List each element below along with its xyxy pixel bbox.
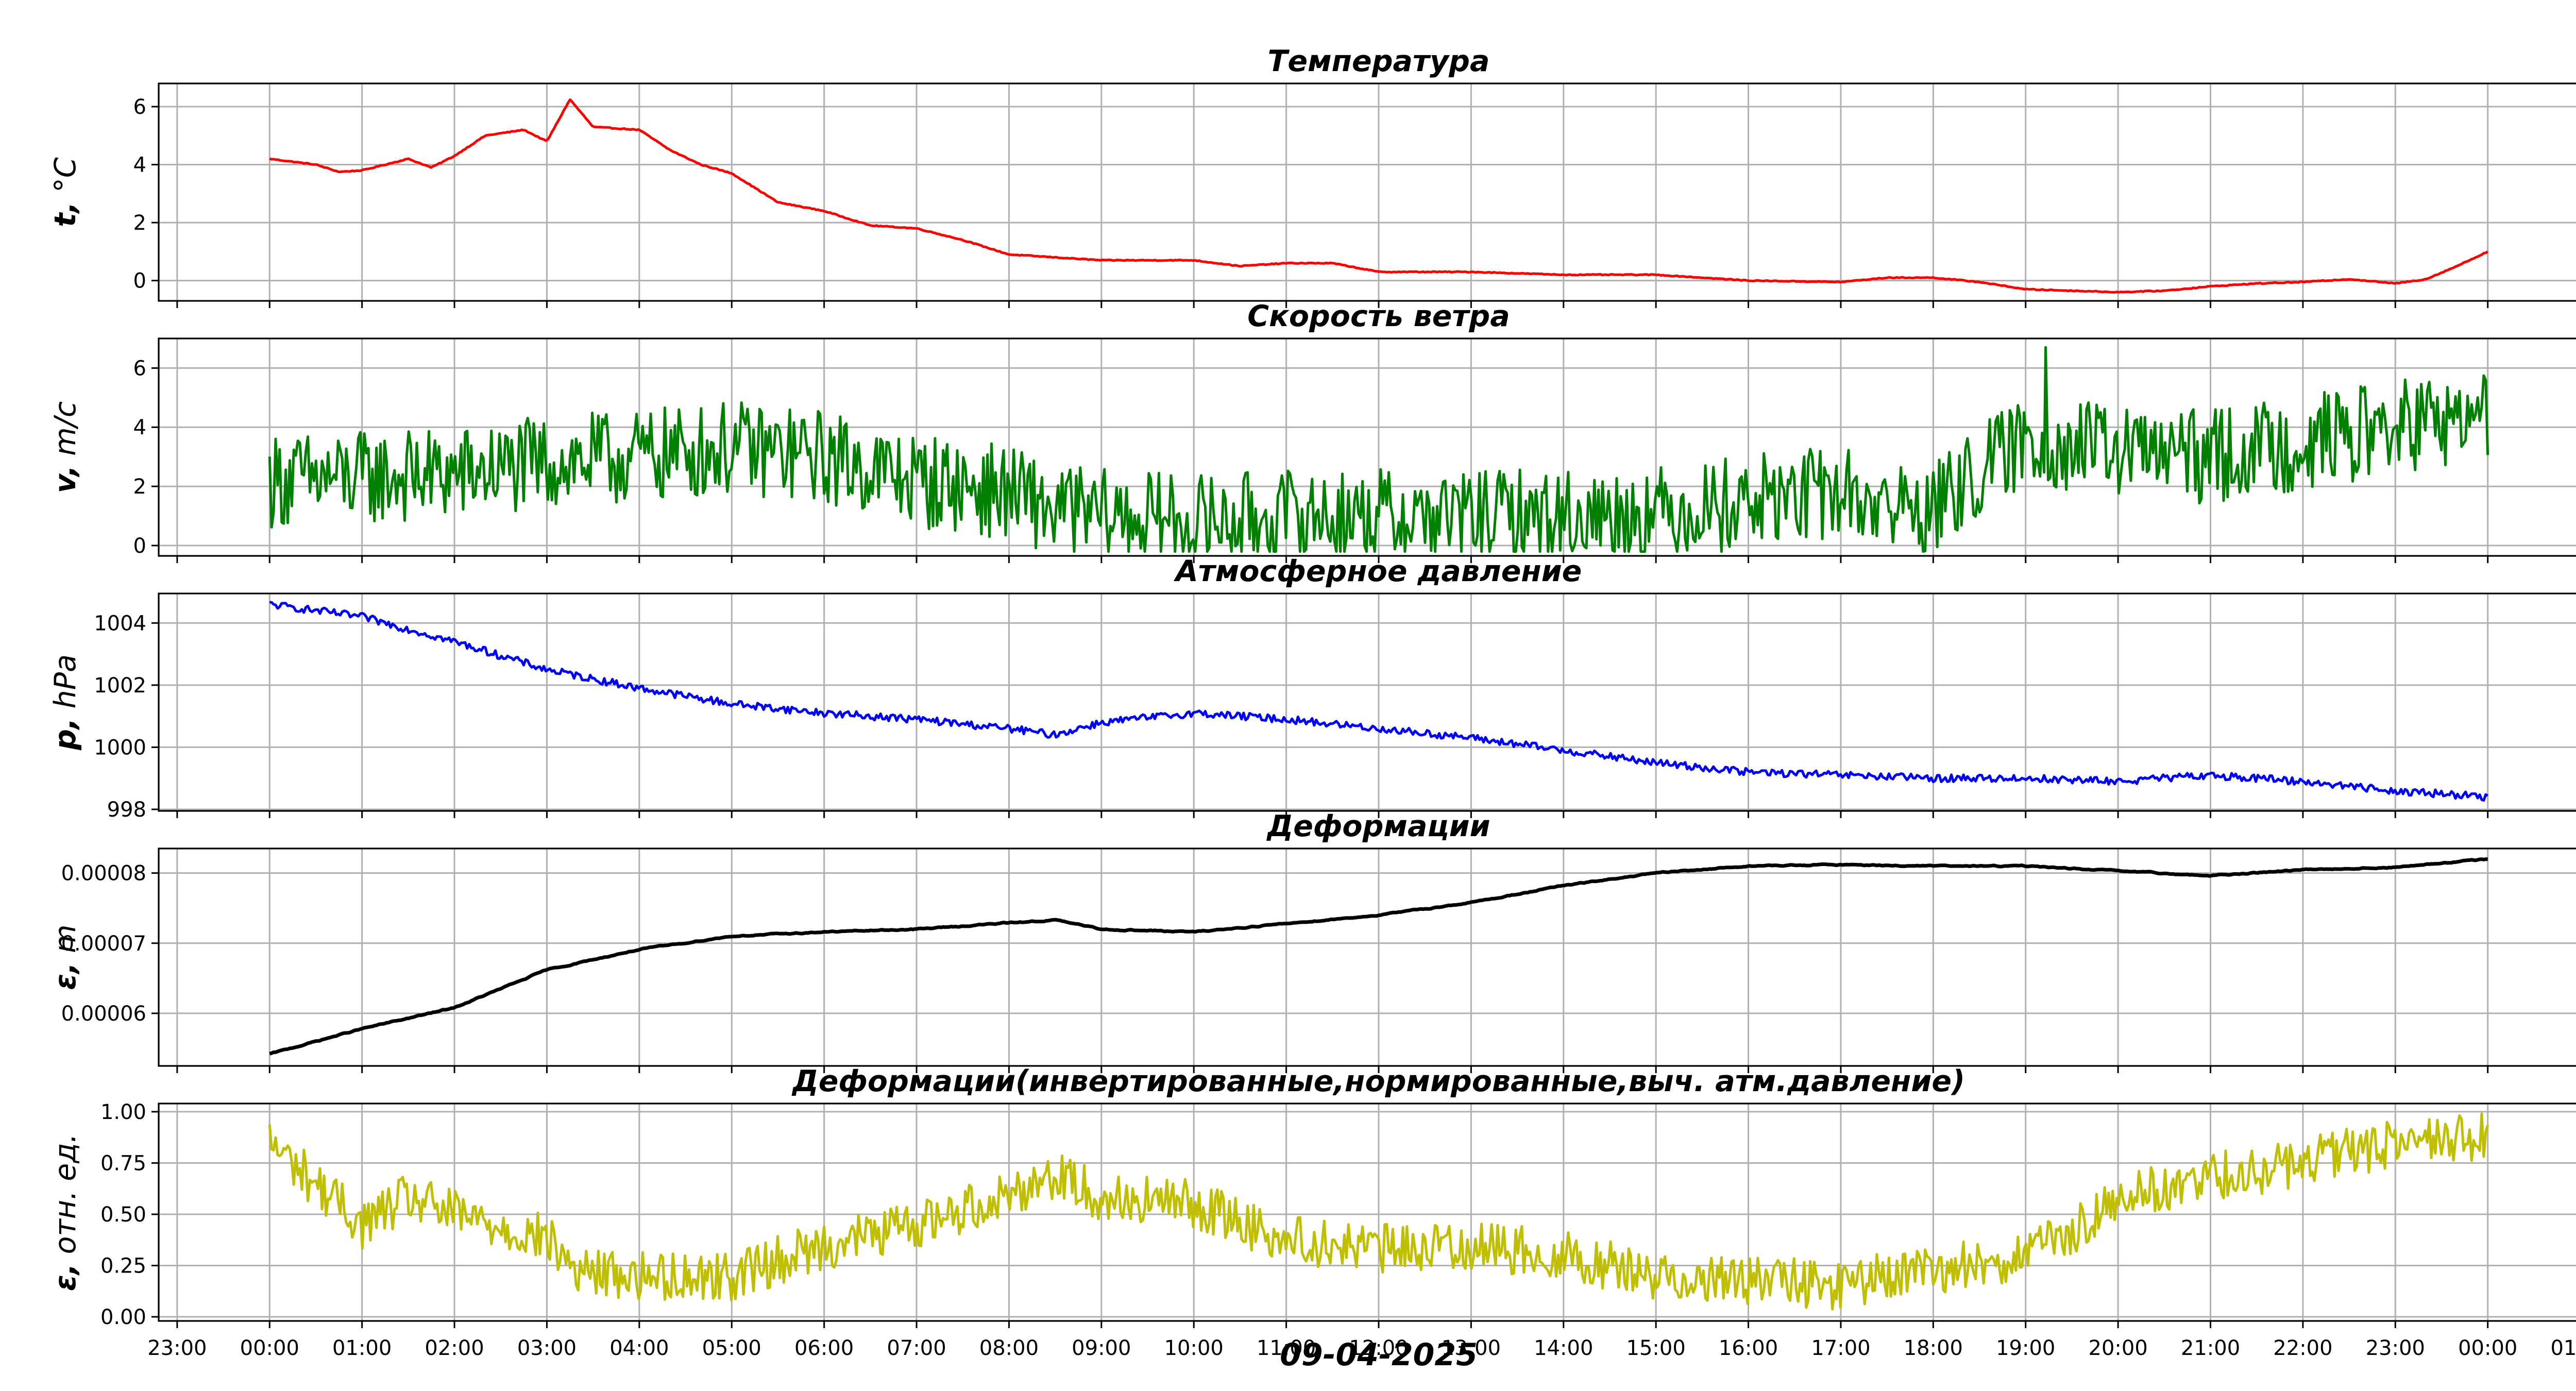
y-tick-label: 0.00007: [61, 932, 146, 956]
plot-frame: [158, 847, 2576, 1067]
panel-4: 0.00006 0.00007 0.00008 Деформации ε, m: [48, 809, 2576, 1073]
y-axis-label: v, m/c: [48, 401, 82, 493]
panel-5: 0.00 0.25 0.50 0.75 1.00 Деформации(инвертиро…: [48, 1064, 2576, 1360]
x-tick-label: 00:00: [240, 1336, 299, 1360]
y-tick-label: 4: [133, 154, 146, 177]
y-axis-label-unit: hPa: [48, 654, 82, 718]
panel-title: Атмосферное давление: [1174, 554, 1582, 588]
y-tick-label: 0.75: [100, 1151, 146, 1175]
y-tick-label: 1002: [94, 674, 146, 698]
y-axis-label-unit: отн. ед.: [48, 1133, 82, 1263]
y-tick-label: 2: [133, 211, 146, 235]
x-tick-label: 18:00: [1904, 1336, 1963, 1360]
x-tick-label: 23:00: [147, 1336, 207, 1360]
y-tick-label: 0: [133, 269, 146, 293]
y-axis-label: ε, отн. ед.: [48, 1133, 82, 1291]
x-tick-label: 19:00: [1996, 1336, 2055, 1360]
panel-2: 0 2 4 6 Скорость ветра v, m/c: [48, 299, 2576, 563]
x-tick-label: 20:00: [2089, 1336, 2148, 1360]
y-tick-label: 6: [133, 357, 146, 380]
y-axis-label-unit: m/c: [48, 401, 82, 465]
panel-title: Деформации(инвертированные,нормированные…: [791, 1064, 1965, 1098]
y-axis-label-symbol: t,: [48, 202, 82, 227]
x-tick-label: 17:00: [1811, 1336, 1870, 1360]
series-line: [269, 98, 2489, 294]
y-tick-label: 1004: [94, 612, 146, 635]
plot-frame: [158, 592, 2576, 812]
x-tick-label: 07:00: [887, 1336, 946, 1360]
x-tick-label: 04:00: [609, 1336, 669, 1360]
series-line: [268, 1112, 2489, 1311]
x-tick-label: 03:00: [517, 1336, 577, 1360]
y-tick-label: 998: [107, 798, 146, 822]
panels-group: 0 2 4 6 Температура t, °C 0 2 4 6 Скорость ветра v,…: [48, 44, 2576, 1360]
x-tick-label: 08:00: [979, 1336, 1039, 1360]
x-tick-label: 12:00: [1349, 1336, 1408, 1360]
y-tick-label: 6: [133, 95, 146, 119]
y-tick-label: 0.00006: [61, 1002, 146, 1026]
series-line: [269, 601, 2489, 802]
y-axis-label: t, °C: [48, 157, 82, 227]
y-axis-label-symbol: p,: [48, 718, 82, 751]
panel-3: 998 1000 1002 1004 Атмосферное давление p, hP…: [48, 554, 2576, 822]
x-tick-label: 06:00: [794, 1336, 854, 1360]
y-axis-label-symbol: ε,: [48, 1263, 82, 1291]
y-axis-label-unit: °C: [48, 157, 82, 202]
y-tick-label: 0: [133, 534, 146, 558]
x-tick-label: 21:00: [2181, 1336, 2240, 1360]
x-tick-label: 23:00: [2366, 1336, 2425, 1360]
y-axis-label-unit: m: [48, 924, 82, 962]
plot-frame: [158, 1102, 2576, 1322]
x-tick-label: 13:00: [1442, 1336, 1501, 1360]
x-tick-label: 10:00: [1164, 1336, 1224, 1360]
y-axis-label: ε, m: [48, 924, 82, 990]
y-tick-label: 1000: [94, 736, 146, 759]
y-axis-label-symbol: v,: [48, 465, 82, 493]
y-tick-label: 0.00: [100, 1305, 146, 1329]
x-tick-label: 02:00: [425, 1336, 484, 1360]
x-tick-label: 01:00: [2550, 1336, 2576, 1360]
x-tick-label: 11:00: [1257, 1336, 1316, 1360]
x-tick-label: 14:00: [1534, 1336, 1593, 1360]
y-tick-label: 1.00: [100, 1100, 146, 1124]
plot-frame: [158, 337, 2576, 557]
y-tick-label: 4: [133, 416, 146, 439]
y-axis-label: p, hPa: [48, 654, 82, 751]
x-tick-label: 16:00: [1719, 1336, 1778, 1360]
panel-title: Температура: [1268, 44, 1490, 78]
panel-1: 0 2 4 6 Температура t, °C: [48, 44, 2576, 308]
x-tick-label: 00:00: [2458, 1336, 2517, 1360]
x-axis-label: 09-04-2025: [1280, 1337, 1478, 1373]
y-tick-label: 0.50: [100, 1203, 146, 1227]
series-line: [268, 346, 2489, 553]
panel-title: Скорость ветра: [1247, 299, 1510, 333]
y-tick-label: 2: [133, 475, 146, 499]
y-tick-label: 0.00008: [61, 862, 146, 886]
x-tick-label: 09:00: [1072, 1336, 1131, 1360]
plot-frame: [158, 82, 2576, 302]
x-tick-label: 15:00: [1626, 1336, 1686, 1360]
x-tick-label: 01:00: [332, 1336, 392, 1360]
x-tick-label: 05:00: [702, 1336, 761, 1360]
x-tick-label: 22:00: [2273, 1336, 2332, 1360]
panel-title: Деформации: [1266, 809, 1490, 843]
y-tick-label: 0.25: [100, 1254, 146, 1278]
series-line: [269, 857, 2488, 1056]
y-axis-label-symbol: ε,: [48, 962, 82, 990]
